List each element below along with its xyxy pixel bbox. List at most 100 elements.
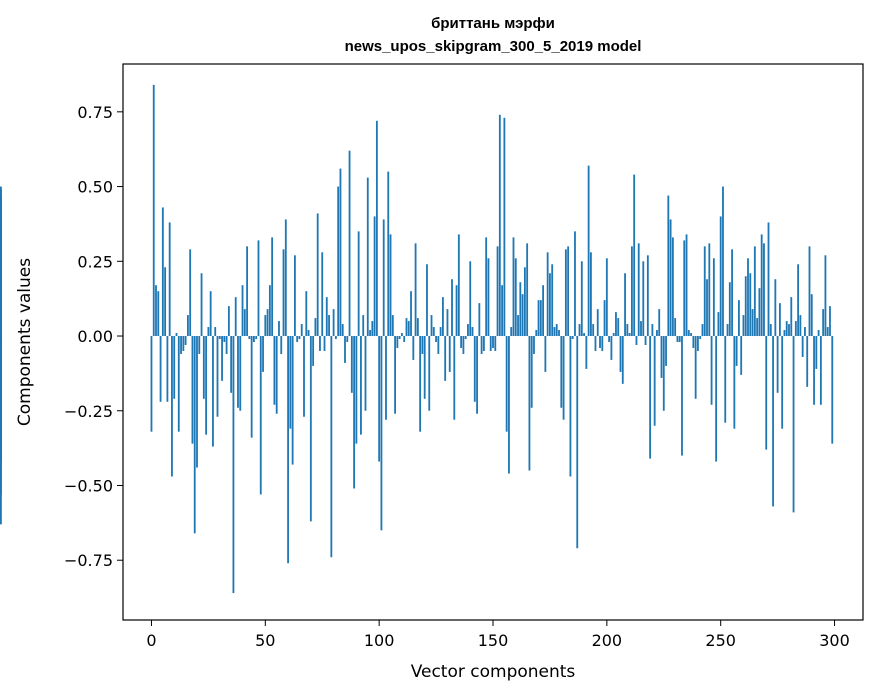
bar: [171, 336, 173, 477]
bar: [416, 318, 419, 337]
bar: [325, 297, 328, 337]
bar: [603, 300, 606, 337]
bar: [624, 273, 626, 337]
y-tick-label: 0.75: [77, 103, 113, 122]
bar: [690, 333, 692, 337]
bar: [337, 186, 340, 337]
bar: [539, 300, 542, 337]
bar: [747, 258, 749, 337]
bar: [528, 336, 531, 471]
bar: [699, 336, 702, 340]
bar: [671, 237, 674, 337]
bar: [612, 333, 615, 337]
bar: [159, 336, 162, 402]
bar: [533, 336, 535, 354]
bar: [375, 120, 378, 337]
bar: [312, 336, 315, 366]
bar: [767, 222, 770, 337]
bar: [551, 264, 554, 337]
bar: [437, 336, 440, 354]
bar: [826, 327, 829, 337]
bar: [446, 309, 449, 337]
bar: [751, 309, 754, 337]
bar: [284, 219, 287, 337]
bar: [255, 336, 258, 340]
x-axis: 0 50 100 150 200 250 300: [146, 620, 850, 650]
bar: [198, 336, 201, 354]
bar: [564, 249, 567, 337]
bar: [738, 300, 740, 337]
bar: [706, 279, 708, 337]
bar: [514, 258, 517, 337]
bar: [628, 333, 631, 337]
bar: [398, 336, 401, 340]
bar: [423, 336, 426, 399]
x-tick-label: 250: [705, 631, 736, 650]
bar: [225, 336, 228, 354]
bar: [594, 336, 597, 351]
bar: [467, 324, 469, 337]
bar: [665, 336, 667, 366]
bar: [778, 303, 781, 337]
bar: [719, 216, 722, 337]
bar: [193, 336, 196, 534]
bar-series: [0, 84, 834, 594]
bar: [478, 303, 481, 337]
bar: [455, 285, 458, 337]
bar: [432, 327, 435, 337]
bar: [831, 336, 834, 444]
bar: [305, 291, 308, 337]
bar: [596, 309, 599, 337]
bar: [708, 243, 711, 337]
bar: [806, 336, 809, 387]
bar: [401, 333, 403, 337]
bar: [703, 246, 706, 337]
bar: [546, 252, 549, 337]
bar: [635, 336, 638, 345]
bar: [503, 117, 506, 337]
bar: [237, 336, 239, 408]
bar: [726, 324, 729, 337]
bar: [212, 336, 214, 447]
bar: [742, 315, 745, 337]
bar: [735, 336, 738, 366]
bar: [553, 327, 556, 337]
bar: [369, 330, 371, 337]
bar: [571, 336, 574, 340]
bar: [314, 318, 317, 337]
bar: [353, 336, 356, 489]
y-tick-label: −0.75: [64, 551, 113, 570]
bar: [243, 309, 246, 337]
bar: [758, 288, 761, 337]
bar: [788, 324, 790, 337]
bar: [785, 321, 788, 337]
bar: [451, 279, 453, 337]
bar: [498, 114, 501, 337]
bar: [200, 273, 203, 337]
bar: [464, 336, 467, 340]
bar: [371, 321, 374, 337]
bar: [744, 276, 747, 337]
bar: [307, 330, 310, 337]
bar: [357, 231, 360, 337]
bar: [683, 240, 686, 337]
bar: [346, 336, 349, 342]
chart-subtitle: news_upos_skipgram_300_5_2019 model: [345, 38, 642, 55]
bar: [646, 255, 649, 337]
bar: [692, 336, 695, 348]
bar: [248, 336, 251, 340]
bar: [489, 336, 492, 351]
bar: [601, 336, 604, 351]
bar: [202, 336, 205, 399]
bar: [804, 327, 806, 337]
bar: [448, 336, 451, 372]
bar: [542, 285, 544, 337]
bar: [378, 336, 381, 462]
bar: [355, 336, 358, 444]
x-axis-label: Vector components: [411, 662, 576, 682]
bar: [319, 336, 321, 351]
bar: [660, 336, 663, 378]
bar: [387, 171, 390, 337]
bar: [177, 336, 180, 432]
bar: [722, 186, 724, 337]
